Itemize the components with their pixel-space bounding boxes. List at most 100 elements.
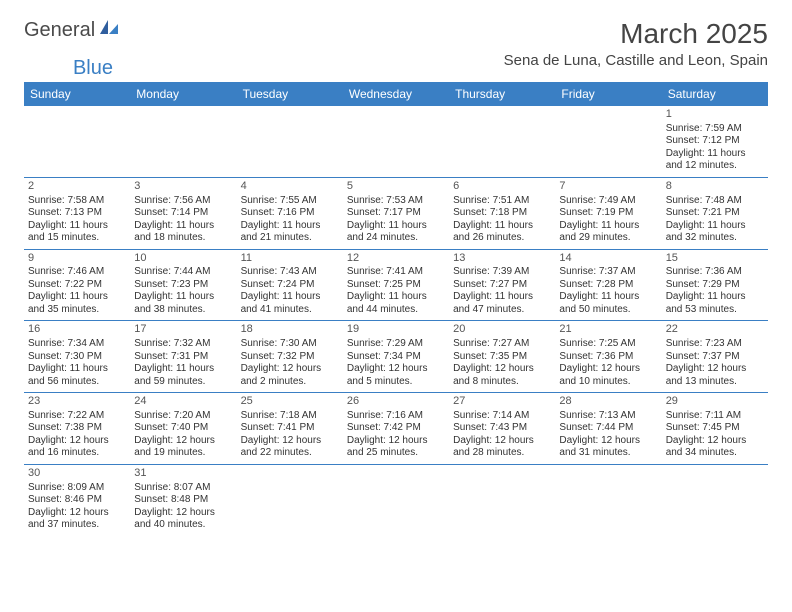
sunrise-text: Sunrise: 7:55 AM — [241, 195, 339, 208]
sunrise-text: Sunrise: 7:29 AM — [347, 338, 445, 351]
week-row: 1Sunrise: 7:59 AMSunset: 7:12 PMDaylight… — [24, 106, 768, 178]
day-cell: 10Sunrise: 7:44 AMSunset: 7:23 PMDayligh… — [130, 250, 236, 321]
day-number: 30 — [28, 467, 126, 481]
day-number: 31 — [134, 467, 232, 481]
day-number: 19 — [347, 323, 445, 337]
day-cell: 4Sunrise: 7:55 AMSunset: 7:16 PMDaylight… — [237, 178, 343, 249]
daylight-text: Daylight: 12 hours — [241, 363, 339, 376]
day-cell: 11Sunrise: 7:43 AMSunset: 7:24 PMDayligh… — [237, 250, 343, 321]
sunrise-text: Sunrise: 7:13 AM — [559, 410, 657, 423]
day-number: 12 — [347, 252, 445, 266]
daylight-text: Daylight: 11 hours — [134, 363, 232, 376]
day-number: 27 — [453, 395, 551, 409]
daylight-text: and 13 minutes. — [666, 376, 764, 389]
day-cell: 20Sunrise: 7:27 AMSunset: 7:35 PMDayligh… — [449, 321, 555, 392]
day-cell: 27Sunrise: 7:14 AMSunset: 7:43 PMDayligh… — [449, 393, 555, 464]
daylight-text: Daylight: 12 hours — [28, 507, 126, 520]
empty-cell — [237, 106, 343, 177]
sunset-text: Sunset: 7:38 PM — [28, 422, 126, 435]
daylight-text: and 35 minutes. — [28, 304, 126, 317]
day-number: 29 — [666, 395, 764, 409]
sunset-text: Sunset: 7:32 PM — [241, 351, 339, 364]
sunset-text: Sunset: 7:12 PM — [666, 135, 764, 148]
daylight-text: Daylight: 11 hours — [347, 220, 445, 233]
sunset-text: Sunset: 7:37 PM — [666, 351, 764, 364]
day-cell: 6Sunrise: 7:51 AMSunset: 7:18 PMDaylight… — [449, 178, 555, 249]
daylight-text: and 26 minutes. — [453, 232, 551, 245]
logo-word1: General — [24, 19, 95, 42]
sunset-text: Sunset: 7:44 PM — [559, 422, 657, 435]
day-cell: 13Sunrise: 7:39 AMSunset: 7:27 PMDayligh… — [449, 250, 555, 321]
day-header-thu: Thursday — [449, 82, 555, 106]
week-row: 23Sunrise: 7:22 AMSunset: 7:38 PMDayligh… — [24, 393, 768, 465]
empty-cell — [24, 106, 130, 177]
daylight-text: and 53 minutes. — [666, 304, 764, 317]
daylight-text: and 28 minutes. — [453, 447, 551, 460]
sunrise-text: Sunrise: 7:44 AM — [134, 266, 232, 279]
empty-cell — [237, 465, 343, 536]
day-cell: 26Sunrise: 7:16 AMSunset: 7:42 PMDayligh… — [343, 393, 449, 464]
daylight-text: and 37 minutes. — [28, 519, 126, 532]
daylight-text: Daylight: 12 hours — [134, 507, 232, 520]
sunset-text: Sunset: 7:27 PM — [453, 279, 551, 292]
daylight-text: and 10 minutes. — [559, 376, 657, 389]
sunrise-text: Sunrise: 7:46 AM — [28, 266, 126, 279]
week-row: 16Sunrise: 7:34 AMSunset: 7:30 PMDayligh… — [24, 321, 768, 393]
sunset-text: Sunset: 7:42 PM — [347, 422, 445, 435]
daylight-text: and 19 minutes. — [134, 447, 232, 460]
sunset-text: Sunset: 7:19 PM — [559, 207, 657, 220]
day-cell: 8Sunrise: 7:48 AMSunset: 7:21 PMDaylight… — [662, 178, 768, 249]
daylight-text: Daylight: 11 hours — [666, 291, 764, 304]
daylight-text: Daylight: 11 hours — [666, 148, 764, 161]
sunrise-text: Sunrise: 7:56 AM — [134, 195, 232, 208]
sunset-text: Sunset: 7:34 PM — [347, 351, 445, 364]
calendar-grid: 1Sunrise: 7:59 AMSunset: 7:12 PMDaylight… — [24, 106, 768, 536]
daylight-text: Daylight: 11 hours — [28, 291, 126, 304]
logo-sail-icon — [98, 18, 120, 42]
daylight-text: Daylight: 12 hours — [347, 363, 445, 376]
sunset-text: Sunset: 7:43 PM — [453, 422, 551, 435]
day-number: 4 — [241, 180, 339, 194]
daylight-text: Daylight: 11 hours — [134, 220, 232, 233]
empty-cell — [555, 465, 661, 536]
daylight-text: Daylight: 11 hours — [453, 220, 551, 233]
sunrise-text: Sunrise: 7:14 AM — [453, 410, 551, 423]
empty-cell — [130, 106, 236, 177]
empty-cell — [343, 106, 449, 177]
daylight-text: Daylight: 11 hours — [241, 291, 339, 304]
day-number: 21 — [559, 323, 657, 337]
daylight-text: Daylight: 11 hours — [347, 291, 445, 304]
sunrise-text: Sunrise: 7:25 AM — [559, 338, 657, 351]
day-number: 16 — [28, 323, 126, 337]
sunset-text: Sunset: 7:31 PM — [134, 351, 232, 364]
sunrise-text: Sunrise: 8:09 AM — [28, 482, 126, 495]
day-number: 15 — [666, 252, 764, 266]
sunset-text: Sunset: 7:17 PM — [347, 207, 445, 220]
logo-word2: Blue — [73, 57, 113, 79]
day-cell: 24Sunrise: 7:20 AMSunset: 7:40 PMDayligh… — [130, 393, 236, 464]
day-number: 7 — [559, 180, 657, 194]
daylight-text: and 38 minutes. — [134, 304, 232, 317]
empty-cell — [449, 465, 555, 536]
sunrise-text: Sunrise: 7:23 AM — [666, 338, 764, 351]
day-cell: 9Sunrise: 7:46 AMSunset: 7:22 PMDaylight… — [24, 250, 130, 321]
sunrise-text: Sunrise: 7:43 AM — [241, 266, 339, 279]
daylight-text: Daylight: 11 hours — [666, 220, 764, 233]
day-number: 13 — [453, 252, 551, 266]
day-cell: 30Sunrise: 8:09 AMSunset: 8:46 PMDayligh… — [24, 465, 130, 536]
sunrise-text: Sunrise: 7:37 AM — [559, 266, 657, 279]
day-cell: 28Sunrise: 7:13 AMSunset: 7:44 PMDayligh… — [555, 393, 661, 464]
day-header-fri: Friday — [555, 82, 661, 106]
day-cell: 31Sunrise: 8:07 AMSunset: 8:48 PMDayligh… — [130, 465, 236, 536]
daylight-text: Daylight: 11 hours — [559, 291, 657, 304]
day-cell: 18Sunrise: 7:30 AMSunset: 7:32 PMDayligh… — [237, 321, 343, 392]
day-number: 18 — [241, 323, 339, 337]
daylight-text: Daylight: 11 hours — [134, 291, 232, 304]
daylight-text: and 34 minutes. — [666, 447, 764, 460]
day-number: 5 — [347, 180, 445, 194]
sunrise-text: Sunrise: 7:34 AM — [28, 338, 126, 351]
day-header-mon: Monday — [130, 82, 236, 106]
sunrise-text: Sunrise: 7:59 AM — [666, 123, 764, 136]
day-cell: 7Sunrise: 7:49 AMSunset: 7:19 PMDaylight… — [555, 178, 661, 249]
daylight-text: Daylight: 12 hours — [559, 363, 657, 376]
